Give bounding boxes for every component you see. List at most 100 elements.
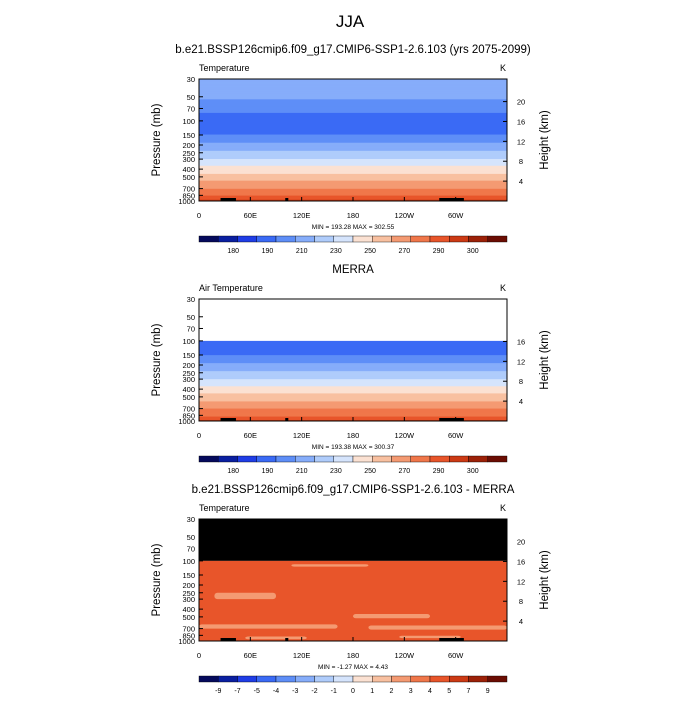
colorbar-box (333, 675, 354, 683)
heatmap-band (199, 142, 507, 145)
y-tick-label: 150 (182, 351, 195, 360)
heatmap-band (199, 192, 507, 195)
heatmap-band (199, 401, 507, 403)
colorbar-label: 3 (409, 688, 413, 695)
panel-left-label: Temperature (199, 503, 250, 513)
heatmap-band (199, 396, 507, 398)
heatmap-band (199, 112, 507, 115)
heatmap-band (199, 116, 507, 119)
heatmap-band (199, 409, 507, 411)
figure-title: JJA (336, 12, 365, 31)
colorbar-box (218, 455, 238, 463)
heatmap-band (199, 190, 507, 192)
y-tick-label: 1000 (178, 637, 195, 646)
y-tick-label: 500 (182, 393, 195, 402)
heatmap-band (199, 123, 507, 126)
y-tick-label: 500 (182, 173, 195, 182)
heatmap-band (199, 376, 507, 378)
heatmap-band (199, 161, 507, 164)
heatmap-band (199, 385, 507, 387)
y-tick-label: 1000 (178, 417, 195, 426)
colorbar-box (468, 455, 488, 463)
colorbar-box (391, 675, 411, 683)
y-tick-label: 300 (182, 155, 195, 164)
y-axis-title: Pressure (mb) (151, 323, 163, 396)
y-tick-label: 30 (187, 75, 195, 84)
stats-text: MIN = 193.28 MAX = 302.55 (312, 224, 395, 231)
y-tick-label: 50 (187, 313, 195, 322)
colorbar-box (295, 455, 315, 463)
heatmap-band (199, 133, 507, 135)
colorbar-box (218, 235, 238, 243)
colorbar-label: -5 (254, 688, 260, 695)
colorbar-box (468, 235, 488, 243)
heatmap-band (199, 146, 507, 149)
colorbar-box (410, 455, 431, 463)
terrain-mask (439, 418, 464, 421)
x-tick-label: 0 (197, 431, 201, 440)
heatmap-band (199, 152, 507, 154)
x-tick-label: 60E (244, 651, 257, 660)
heatmap-band (199, 351, 507, 353)
heatmap-band (199, 346, 507, 348)
height-tick-label: 8 (519, 157, 523, 166)
heatmap-band (199, 135, 507, 138)
heatmap-band (199, 171, 507, 173)
height-tick-label: 20 (517, 538, 525, 547)
heatmap-band (199, 415, 507, 417)
heatmap-band (199, 394, 507, 396)
x-tick-label: 0 (197, 211, 201, 220)
heatmap-band (199, 89, 507, 92)
heatmap-band (199, 391, 507, 393)
x-tick-label: 120W (395, 651, 416, 660)
colorbar-label: 190 (262, 468, 274, 475)
heatmap-band (199, 364, 507, 367)
colorbar-box (372, 235, 392, 243)
heatmap-band (199, 414, 507, 417)
missing-region (199, 519, 507, 561)
heatmap-band (199, 373, 507, 376)
heatmap-band (199, 340, 507, 343)
heatmap-band (199, 367, 507, 369)
x-tick-label: 0 (197, 651, 201, 660)
colorbar-box (198, 455, 219, 463)
colorbar-label: -4 (273, 688, 279, 695)
y-tick-label: 400 (182, 165, 195, 174)
heatmap-band (199, 362, 507, 364)
terrain-mask (285, 638, 289, 641)
terrain-mask (220, 198, 236, 201)
heatmap-band (199, 107, 507, 110)
y-tick-label: 100 (182, 117, 195, 126)
colorbar-box (468, 675, 488, 683)
heatmap-patch (291, 564, 369, 567)
heatmap-band (199, 356, 507, 359)
right-axis-title: Height (km) (539, 110, 551, 170)
heatmap-patch (399, 635, 461, 639)
colorbar-box (237, 235, 257, 243)
heatmap-band (199, 188, 507, 191)
heatmap-patch (199, 624, 338, 629)
height-tick-label: 16 (517, 557, 525, 566)
y-tick-label: 30 (187, 295, 195, 304)
colorbar-box (198, 235, 219, 243)
heatmap-band (199, 374, 507, 377)
terrain-mask (220, 638, 236, 641)
colorbar-box (410, 675, 431, 683)
heatmap-band (199, 386, 507, 388)
y-tick-label: 850 (182, 191, 195, 200)
heatmap-band (199, 167, 507, 169)
heatmap-band (199, 92, 507, 95)
colorbar-box (237, 455, 257, 463)
heatmap-band (199, 134, 507, 137)
heatmap-band (199, 85, 507, 88)
heatmap-band (199, 158, 507, 161)
heatmap-band (199, 127, 507, 130)
heatmap-band (199, 106, 507, 108)
y-tick-label: 150 (182, 571, 195, 580)
colorbar-box (487, 675, 508, 683)
heatmap-band (199, 411, 507, 413)
colorbar-box (333, 235, 354, 243)
right-axis-title: Height (km) (539, 330, 551, 390)
heatmap-band (199, 114, 507, 116)
